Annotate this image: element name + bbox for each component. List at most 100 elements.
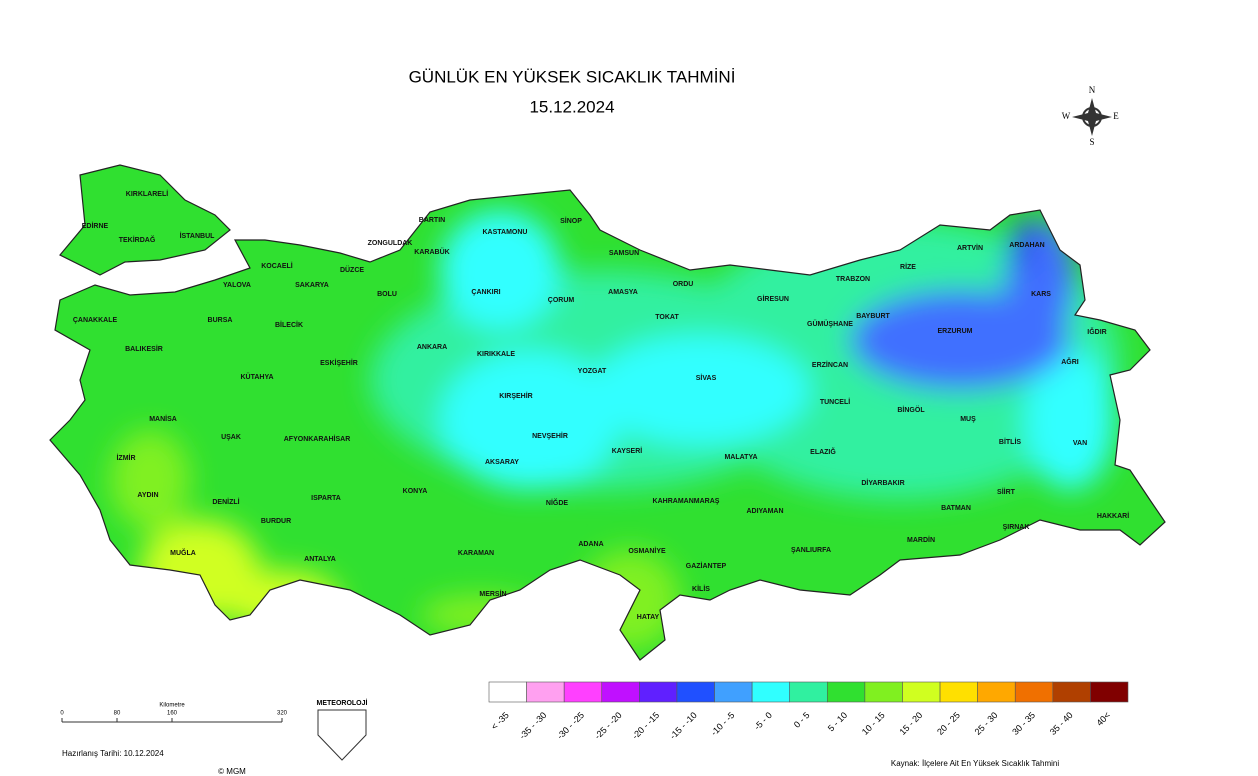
province-label: ESKİŞEHİR <box>320 359 358 367</box>
province-label: IĞDIR <box>1087 327 1106 336</box>
province-label: ELAZIĞ <box>810 447 836 456</box>
province-label: BİLECİK <box>275 321 303 329</box>
province-label: MANİSA <box>149 415 177 423</box>
province-label: KARAMAN <box>458 550 494 557</box>
province-label: NİĞDE <box>546 498 569 507</box>
province-label: HAKKARİ <box>1097 512 1129 520</box>
province-label: YALOVA <box>223 282 251 289</box>
legend-swatch <box>939 681 978 703</box>
compass-s: S <box>1089 137 1094 147</box>
province-label: TRABZON <box>836 276 870 283</box>
province-label: UŞAK <box>221 434 241 441</box>
province-label: BURSA <box>208 317 233 324</box>
logo-text: METEOROLOJİ <box>317 699 368 707</box>
legend-label: 40< <box>1094 710 1112 728</box>
province-label: OSMANİYE <box>628 547 666 555</box>
province-label: RİZE <box>900 263 916 271</box>
legend-label: 20 - 25 <box>935 710 962 737</box>
legend-swatch <box>1090 681 1129 703</box>
province-label: BİTLİS <box>999 438 1021 446</box>
legend-swatch <box>714 681 753 703</box>
compass-n: N <box>1089 85 1096 95</box>
province-label: MUŞ <box>960 416 976 423</box>
legend-label: -25 - -20 <box>593 710 624 741</box>
legend: < -35 -35 - -30 -30 - -25 -25 - -20 -20 - -1… <box>488 681 1129 741</box>
province-label: AFYONKARAHİSAR <box>284 435 351 443</box>
province-label: ŞANLIURFA <box>791 547 831 554</box>
province-label: ZONGULDAK <box>368 240 413 247</box>
province-label: GAZİANTEP <box>686 562 727 570</box>
province-label: TEKİRDAĞ <box>119 235 156 244</box>
legend-label: 35 - 40 <box>1048 710 1075 737</box>
province-label: BURDUR <box>261 518 291 525</box>
legend-swatch <box>864 681 903 703</box>
province-label: TOKAT <box>655 314 679 321</box>
province-labels: KIRKLARELİ EDİRNE TEKİRDAĞ İSTANBUL KOCAELİ Y… <box>73 190 1129 621</box>
province-label: YOZGAT <box>578 368 607 375</box>
map <box>49 164 1166 661</box>
legend-swatch <box>1014 681 1054 703</box>
province-label: ADIYAMAN <box>746 508 783 515</box>
legend-label: -10 - -5 <box>709 710 737 738</box>
legend-swatch <box>488 681 527 703</box>
legend-swatch <box>1052 681 1091 703</box>
compass-e: E <box>1113 111 1119 121</box>
scale-tick-label: 0 <box>60 711 64 717</box>
source: Kaynak: İlçelere Ait En Yüksek Sıcaklık … <box>891 759 1059 768</box>
legend-label: -5 - 0 <box>752 710 774 732</box>
province-label: MARDİN <box>907 536 935 544</box>
province-label: TUNCELİ <box>820 398 850 406</box>
legend-label: 5 - 10 <box>826 710 849 733</box>
legend-swatch <box>789 681 828 703</box>
province-label: ERZİNCAN <box>812 361 848 369</box>
scale-tick-label: 320 <box>277 711 288 717</box>
province-label: ORDU <box>673 281 694 288</box>
prepared-date: Hazırlanış Tarihi: 10.12.2024 <box>62 749 164 758</box>
legend-label: -30 - -25 <box>555 710 586 741</box>
province-label: ADANA <box>578 541 603 548</box>
scale-bar: Kilometre 0 80 160 320 <box>60 703 288 723</box>
province-label: BARTIN <box>419 217 445 224</box>
province-label: ÇANKIRI <box>471 289 500 296</box>
province-label: KASTAMONU <box>483 229 528 236</box>
legend-label: -20 - -15 <box>630 710 661 741</box>
province-label: MALATYA <box>724 454 757 461</box>
copyright: © MGM <box>218 767 246 776</box>
province-label: ARTVİN <box>957 244 983 252</box>
scale-tick-label: 80 <box>114 711 121 717</box>
legend-label: -15 - -10 <box>668 710 699 741</box>
compass-w: W <box>1062 111 1071 121</box>
legend-swatch <box>639 681 678 703</box>
province-label: KARABÜK <box>414 247 449 256</box>
compass: N S E W <box>1062 85 1120 147</box>
province-label: MERSİN <box>479 590 506 598</box>
province-label: KÜTAHYA <box>240 372 273 381</box>
title: GÜNLÜK EN YÜKSEK SICAKLIK TAHMİNİ <box>409 67 736 86</box>
province-label: BOLU <box>377 291 397 298</box>
province-label: BATMAN <box>941 505 971 512</box>
province-label: NEVŞEHİR <box>532 432 568 440</box>
province-label: DİYARBAKIR <box>861 479 904 487</box>
legend-swatch <box>676 681 715 703</box>
province-label: İSTANBUL <box>180 232 216 240</box>
province-label: EDİRNE <box>82 222 109 230</box>
province-label: SİNOP <box>560 217 582 225</box>
legend-label: -35 - -30 <box>517 710 548 741</box>
province-label: ANKARA <box>417 344 447 351</box>
legend-label: 0 - 5 <box>792 710 812 730</box>
province-label: AĞRI <box>1061 357 1079 366</box>
province-label: DÜZCE <box>340 265 364 274</box>
scale-title: Kilometre <box>159 703 185 709</box>
province-label: HATAY <box>637 614 660 621</box>
province-label: ŞIRNAK <box>1003 524 1030 531</box>
province-label: KONYA <box>403 488 428 495</box>
legend-swatch <box>826 681 866 703</box>
province-label: KIRKLARELİ <box>126 190 168 198</box>
province-label: ARDAHAN <box>1009 242 1044 249</box>
province-label: KOCAELİ <box>261 262 293 270</box>
province-label: BAYBURT <box>856 313 890 320</box>
legend-label: < -35 <box>489 710 511 732</box>
province-label: ÇORUM <box>548 297 575 304</box>
province-label: BİNGÖL <box>897 405 925 414</box>
province-label: AYDIN <box>137 492 158 499</box>
